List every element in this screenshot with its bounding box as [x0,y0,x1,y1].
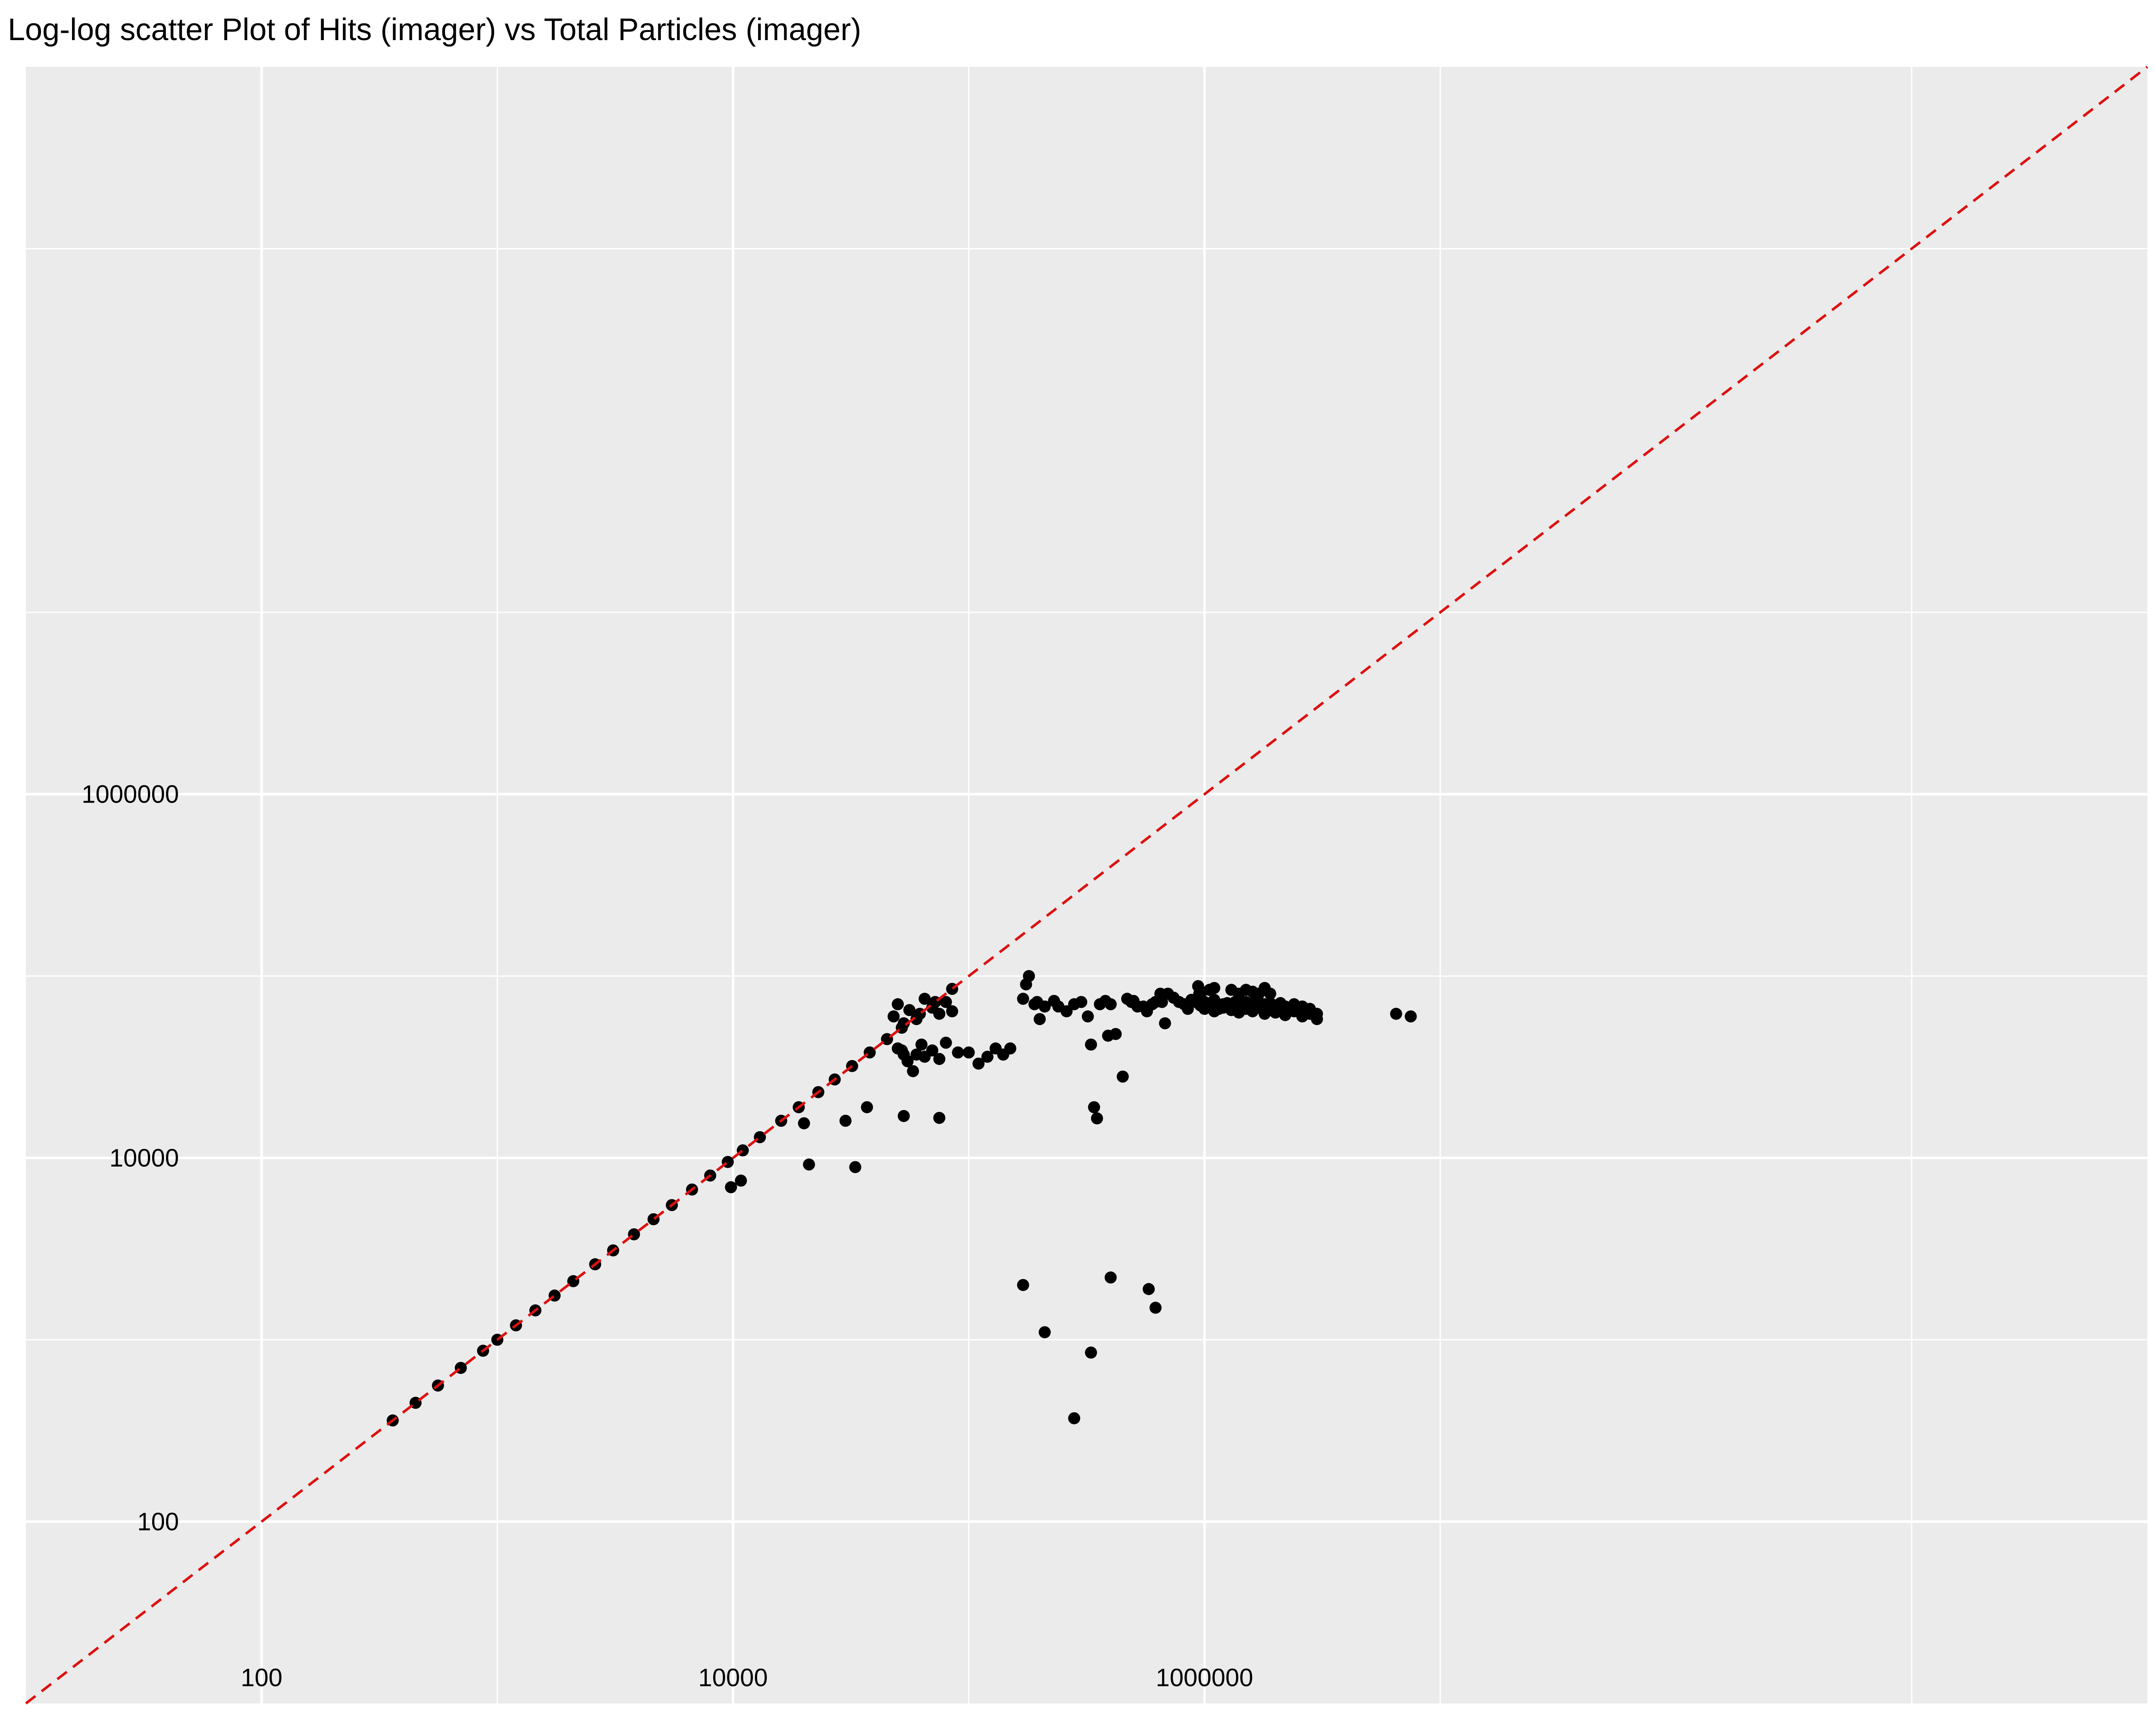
data-point [915,1038,928,1051]
data-point [1081,1010,1094,1022]
data-point [1088,1101,1100,1113]
data-point [1404,1010,1417,1022]
data-point [725,1181,737,1193]
data-point [897,1017,910,1029]
data-point [839,1114,852,1127]
x-tick-label: 1000000 [1156,1664,1253,1692]
data-point [981,1051,993,1063]
data-point [1104,1271,1117,1284]
y-tick-label: 1000000 [81,781,179,809]
data-point [1194,989,1206,1002]
data-point [1311,1013,1323,1026]
data-point [933,1112,946,1124]
data-point [1208,994,1220,1006]
data-point [849,1161,862,1173]
data-point [1149,1302,1162,1314]
identity-reference-line [25,66,2148,1705]
major-gridlines [26,67,2147,1703]
data-point [1109,1028,1122,1040]
data-point [1023,970,1035,982]
data-point [1390,1007,1402,1020]
data-point [933,1007,946,1020]
x-tick-label: 100 [241,1664,282,1692]
data-point [861,1101,873,1113]
data-point [918,993,931,1005]
data-point [1159,1017,1171,1029]
data-point [1208,982,1220,994]
data-point [1038,1326,1051,1339]
minor-gridlines [26,67,2147,1703]
x-axis-tick-labels: 100 10000 1000000 [241,1664,1253,1692]
data-point [1198,1003,1211,1015]
data-point [946,1005,959,1018]
data-point [1068,1412,1081,1424]
data-point [1264,988,1276,1000]
y-tick-label: 100 [137,1508,179,1536]
data-point [1181,1003,1194,1015]
data-point [926,1044,938,1057]
data-point [1085,1038,1097,1051]
data-point [1004,1042,1016,1055]
data-point [1104,998,1117,1010]
data-point [940,1036,952,1049]
data-point [952,1046,964,1059]
data-point [1034,1013,1046,1026]
data-point [940,996,952,1008]
data-point [962,1046,975,1059]
data-point [933,1053,946,1065]
data-point [803,1158,815,1171]
data-point [1017,1279,1029,1291]
data-point [1116,1070,1129,1083]
data-point [907,1065,919,1077]
data-point [903,1004,916,1016]
data-point [1038,1000,1051,1013]
y-axis-tick-labels: 100 10000 1000000 [81,781,179,1536]
data-point [897,1110,910,1122]
data-point [1060,1005,1073,1018]
data-point [972,1057,985,1070]
data-point [1075,996,1087,1008]
data-point [1156,996,1168,1008]
data-point [1091,1112,1103,1125]
data-point [1269,1006,1282,1019]
data-point [910,1013,923,1026]
data-point [901,1055,914,1067]
data-point [798,1117,810,1129]
x-tick-label: 10000 [698,1664,768,1692]
data-point [735,1174,747,1187]
data-point [892,998,904,1010]
data-point [1017,993,1029,1005]
data-point [1085,1346,1097,1359]
data-point [887,1010,900,1022]
data-point [1143,1283,1155,1295]
scatter-points [386,970,1417,1427]
y-tick-label: 10000 [110,1144,179,1172]
chart-title: Log-log scatter Plot of Hits (imager) vs… [8,13,862,47]
